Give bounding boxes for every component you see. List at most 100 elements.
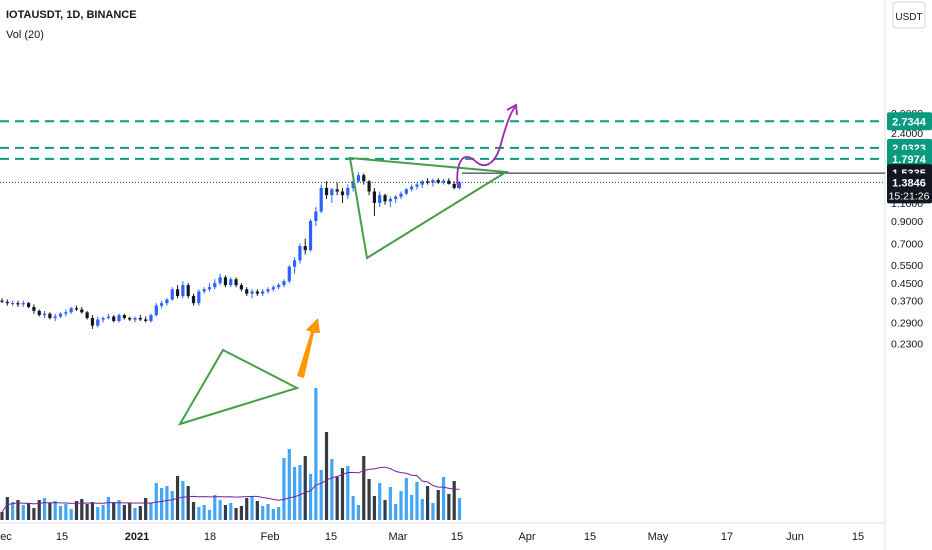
target-price-badge	[887, 149, 932, 168]
candle-body	[277, 285, 281, 288]
volume-bar	[101, 505, 105, 520]
candle-body	[165, 299, 169, 304]
candle-body	[69, 308, 73, 313]
volume-bar	[48, 503, 52, 520]
volume-bar	[388, 487, 392, 520]
candle-body	[58, 313, 63, 317]
volume-bar	[197, 507, 201, 520]
volume-bar	[319, 470, 323, 520]
candle-body	[85, 312, 89, 318]
bar-countdown-label: 15:21:26	[889, 190, 930, 202]
candle-body	[106, 316, 110, 318]
volume-legend[interactable]: Vol (20)	[6, 29, 44, 41]
candle-body	[340, 191, 345, 196]
volume-bar	[85, 504, 89, 520]
candle-body	[234, 279, 238, 286]
candle-body	[367, 181, 371, 192]
volume-bar	[415, 482, 419, 520]
candle-body	[298, 246, 302, 261]
price-tick-label: 0.2900	[891, 318, 923, 330]
candle-body	[160, 303, 164, 306]
volume-bar	[234, 508, 238, 520]
candle-body	[266, 289, 270, 292]
candle-body	[0, 300, 4, 302]
candle-body	[154, 305, 158, 316]
volume-bar	[181, 481, 185, 520]
candle-body	[314, 211, 318, 221]
volume-bar	[112, 502, 116, 520]
time-tick-label: 18	[204, 531, 216, 543]
candle-body	[282, 281, 286, 286]
volume-bar	[133, 508, 137, 520]
time-tick-label: 15	[325, 531, 337, 543]
candle-body	[441, 180, 446, 183]
candle-body	[197, 291, 201, 304]
projection-path	[456, 106, 516, 189]
candle-body	[175, 289, 180, 296]
volume-bar	[351, 496, 355, 520]
volume-bar	[457, 498, 462, 520]
triangle-pattern-2	[348, 156, 510, 260]
candle-body	[324, 187, 329, 196]
volume-bar	[383, 500, 387, 520]
symbol-legend[interactable]: IOTAUSDT, 1D, BINANCE	[6, 9, 137, 21]
volume-bar	[154, 483, 158, 520]
time-tick-label: Feb	[261, 531, 280, 543]
volume-bar	[293, 467, 297, 520]
projection-arrowhead	[506, 103, 518, 116]
candle-body	[133, 317, 137, 320]
candle-body	[96, 319, 100, 326]
candle-body	[21, 303, 25, 305]
volume-bar	[80, 499, 84, 520]
volume-bar	[426, 486, 430, 520]
time-tick-label: Mar	[389, 531, 408, 543]
candle-body	[293, 260, 297, 267]
volume-bar	[367, 479, 371, 520]
volume-bar	[32, 508, 36, 520]
volume-bar	[5, 497, 9, 520]
volume-bar	[303, 456, 307, 520]
candle-body	[5, 301, 9, 304]
candle-body	[101, 317, 105, 320]
volume-bar	[394, 504, 398, 520]
volume-bar	[330, 459, 334, 520]
volume-bar	[42, 498, 47, 520]
volume-bar	[404, 478, 408, 520]
price-tick-label: 0.4500	[891, 278, 923, 290]
candle-body	[181, 285, 185, 296]
volume-bar	[266, 504, 270, 520]
volume-bar	[308, 474, 313, 520]
candle-body	[447, 180, 451, 184]
price-tick-label: 0.5500	[891, 260, 923, 272]
currency-label: USDT	[895, 12, 922, 23]
volume-bar	[117, 500, 121, 520]
volume-bar	[149, 503, 153, 520]
volume-bar	[255, 501, 259, 520]
volume-bar	[191, 502, 196, 520]
candle-body	[74, 308, 79, 310]
volume-bar	[202, 505, 206, 520]
volume-bar	[340, 468, 345, 520]
price-tick-label: 0.2300	[891, 338, 923, 350]
candle-body	[149, 315, 153, 321]
volume-bar	[11, 502, 15, 520]
price-tick-label: 0.7000	[891, 238, 923, 250]
volume-bar	[90, 502, 95, 520]
volume-bar	[399, 491, 403, 520]
candle-body	[287, 266, 291, 282]
candle-body	[255, 291, 259, 294]
volume-bar	[74, 501, 79, 520]
candle-body	[351, 181, 355, 188]
candle-body	[261, 291, 265, 294]
volume-bar	[447, 494, 451, 520]
candle-body	[388, 198, 392, 202]
candle-body	[117, 315, 121, 321]
volume-bar	[356, 505, 361, 520]
volume-bar	[282, 458, 286, 520]
candle-body	[64, 312, 68, 314]
volume-bar	[37, 500, 41, 520]
volume-bar	[27, 503, 31, 520]
